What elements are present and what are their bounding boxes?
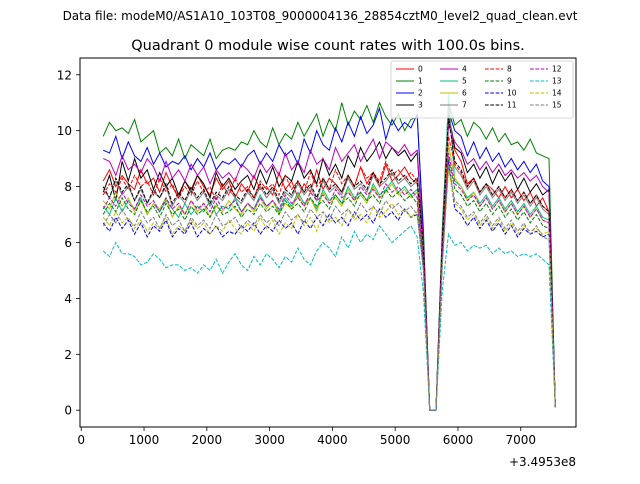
series-line-4 <box>102 124 556 411</box>
y-tick-label: 4 <box>64 292 72 306</box>
legend-box <box>390 60 574 119</box>
x-tick-label: 3000 <box>254 433 285 447</box>
legend-label-12: 12 <box>552 65 562 74</box>
chart-title: Quadrant 0 module wise count rates with … <box>131 38 525 54</box>
x-offset-label: +3.4953e8 <box>509 455 576 469</box>
series-line-10 <box>102 161 556 411</box>
legend-label-1: 1 <box>418 77 423 86</box>
legend-label-3: 3 <box>418 101 423 110</box>
x-tick-label: 2000 <box>192 433 223 447</box>
series-line-5 <box>102 94 556 411</box>
series-line-13 <box>102 224 556 411</box>
series-line-11 <box>102 116 556 411</box>
series-line-7 <box>102 105 556 411</box>
series-line-12 <box>102 152 556 411</box>
legend-label-8: 8 <box>507 65 512 74</box>
legend-label-10: 10 <box>507 89 517 98</box>
legend-label-6: 6 <box>462 89 467 98</box>
legend-label-4: 4 <box>462 65 467 74</box>
y-tick-label: 6 <box>64 236 72 250</box>
legend-label-7: 7 <box>462 101 467 110</box>
series-line-9 <box>102 158 556 411</box>
plot-area <box>102 94 556 411</box>
y-tick-label: 8 <box>64 180 72 194</box>
legend-label-11: 11 <box>507 101 517 110</box>
series-line-2 <box>102 106 556 411</box>
x-tick-label: 6000 <box>443 433 474 447</box>
y-axis: 0 2 4 6 8 10 12 <box>57 68 80 418</box>
legend-label-15: 15 <box>552 101 562 110</box>
chart-suptitle: Data file: modeM0/AS1A10_103T08_90000041… <box>63 9 578 23</box>
legend-label-2: 2 <box>418 89 423 98</box>
legend-label-9: 9 <box>507 77 512 86</box>
legend-label-13: 13 <box>552 77 562 86</box>
series-line-14 <box>102 169 556 411</box>
x-tick-label: 5000 <box>380 433 411 447</box>
x-tick-label: 0 <box>77 433 85 447</box>
y-tick-label: 10 <box>57 124 72 138</box>
x-tick-label: 1000 <box>129 433 160 447</box>
y-tick-label: 2 <box>64 348 72 362</box>
legend-label-5: 5 <box>462 77 467 86</box>
series-line-1 <box>102 101 556 411</box>
y-tick-label: 12 <box>57 68 72 82</box>
series-layer <box>102 94 556 411</box>
y-tick-label: 0 <box>64 404 72 418</box>
x-tick-label: 7000 <box>505 433 536 447</box>
series-line-15 <box>102 164 556 411</box>
legend-label-0: 0 <box>418 65 423 74</box>
legend-label-14: 14 <box>552 89 562 98</box>
x-tick-label: 4000 <box>317 433 348 447</box>
x-axis: 0 1000 2000 3000 4000 5000 6000 7000 <box>77 427 536 447</box>
